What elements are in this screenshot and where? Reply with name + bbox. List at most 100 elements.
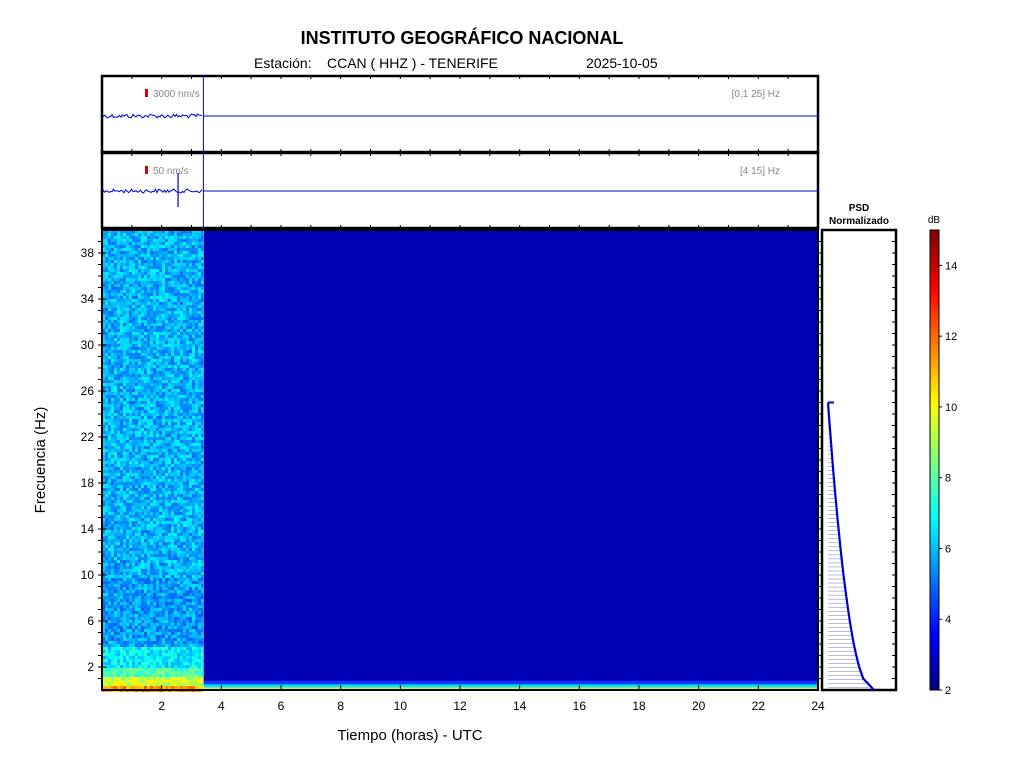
- spectrogram-cell: [162, 410, 165, 413]
- spectrogram-cell: [114, 623, 117, 626]
- spectrogram-cell: [147, 569, 150, 572]
- spectrogram-cell: [114, 338, 117, 341]
- spectrogram-cell: [168, 539, 171, 542]
- spectrogram-cell: [192, 263, 195, 266]
- spectrogram-cell: [105, 260, 108, 263]
- spectrogram-cell: [141, 266, 144, 269]
- spectrogram-cell: [108, 284, 111, 287]
- spectrogram-cell: [141, 536, 144, 539]
- spectrogram-cell: [156, 281, 159, 284]
- spectrogram-cell: [189, 296, 192, 299]
- spectrogram-cell: [123, 410, 126, 413]
- spectrogram-cell: [132, 530, 135, 533]
- spectrogram-cell: [171, 572, 174, 575]
- spectrogram-cell: [105, 326, 108, 329]
- spectrogram-cell: [129, 626, 132, 629]
- spectrogram-cell: [177, 395, 180, 398]
- spectrogram-cell: [144, 302, 147, 305]
- spectrogram-cell: [177, 584, 180, 587]
- spectrogram-cell: [102, 548, 105, 551]
- spectrogram-cell: [156, 248, 159, 251]
- spectrogram-cell: [168, 341, 171, 344]
- spectrogram-cell: [144, 524, 147, 527]
- spectrogram-cell: [186, 380, 189, 383]
- spectrogram-cell: [165, 401, 168, 404]
- spectrogram-cell: [198, 287, 201, 290]
- spectrogram-cell: [105, 503, 108, 506]
- spectrogram-cell: [111, 617, 114, 620]
- spectrogram-cell: [189, 332, 192, 335]
- spectrogram-cell: [129, 503, 132, 506]
- spectrogram-cell: [141, 236, 144, 239]
- spectrogram-cell: [129, 353, 132, 356]
- spectrogram-cell: [123, 350, 126, 353]
- spectrogram-cell: [186, 503, 189, 506]
- spectrogram-cell: [135, 494, 138, 497]
- spectrogram-cell: [114, 557, 117, 560]
- spectrogram-cell: [150, 659, 153, 662]
- spectrogram-cell: [168, 380, 171, 383]
- spectrogram-cell: [186, 485, 189, 488]
- spectrogram-cell: [144, 494, 147, 497]
- spectrogram-cell: [189, 386, 192, 389]
- spectrogram-cell: [192, 569, 195, 572]
- spectrogram-cell: [126, 323, 129, 326]
- spectrogram-cell: [159, 509, 162, 512]
- spectrogram-cell: [105, 626, 108, 629]
- spectrogram-cell: [192, 431, 195, 434]
- spectrogram-cell: [201, 239, 204, 242]
- spectrogram-cell: [132, 362, 135, 365]
- spectrogram-cell: [153, 284, 156, 287]
- spectrogram-cell: [183, 353, 186, 356]
- spectrogram-cell: [123, 308, 126, 311]
- spectrogram-cell: [123, 494, 126, 497]
- spectrogram-cell: [141, 572, 144, 575]
- spectrogram-cell: [150, 284, 153, 287]
- spectrogram-cell: [198, 434, 201, 437]
- spectrogram-cell: [105, 356, 108, 359]
- spectrogram-cell: [111, 416, 114, 419]
- spectrogram-cell: [162, 293, 165, 296]
- spectrogram-cell: [186, 443, 189, 446]
- spectrogram-cell: [117, 275, 120, 278]
- spectrogram-cell: [198, 605, 201, 608]
- spectrogram-cell: [150, 650, 153, 653]
- spectrogram-cell: [108, 347, 111, 350]
- spectrogram-cell: [168, 293, 171, 296]
- spectrogram-cell: [108, 575, 111, 578]
- spectrogram-cell: [201, 527, 204, 530]
- spectrogram-cell: [102, 569, 105, 572]
- spectrogram-cell: [144, 350, 147, 353]
- spectrogram-cell: [201, 506, 204, 509]
- spectrogram-cell: [168, 467, 171, 470]
- spectrogram-cell: [132, 458, 135, 461]
- spectrogram-cell: [198, 566, 201, 569]
- spectrogram-cell: [111, 449, 114, 452]
- spectrogram-cell: [111, 422, 114, 425]
- spectrogram-cell: [108, 425, 111, 428]
- spectrogram-cell: [156, 440, 159, 443]
- spectrogram-cell: [201, 455, 204, 458]
- spectrogram-cell: [147, 464, 150, 467]
- spectrogram-cell: [111, 461, 114, 464]
- spectrogram-cell: [147, 653, 150, 656]
- spectrogram-cell: [111, 503, 114, 506]
- spectrogram-cell: [147, 647, 150, 650]
- spectrogram-cell: [129, 632, 132, 635]
- spectrogram-cell: [189, 434, 192, 437]
- spectrogram-cell: [153, 290, 156, 293]
- spectrogram-cell: [174, 527, 177, 530]
- spectrogram-cell: [117, 242, 120, 245]
- spectrogram-cell: [201, 548, 204, 551]
- spectrogram-cell: [117, 557, 120, 560]
- spectrogram-cell: [183, 599, 186, 602]
- spectrogram-cell: [141, 431, 144, 434]
- spectrogram-cell: [114, 236, 117, 239]
- spectrogram-cell: [195, 542, 198, 545]
- spectrogram-cell: [195, 401, 198, 404]
- spectrogram-cell: [132, 422, 135, 425]
- spectrogram-cell: [132, 293, 135, 296]
- spectrogram-cell: [189, 530, 192, 533]
- spectrogram-cell: [120, 293, 123, 296]
- spectrogram-cell: [123, 452, 126, 455]
